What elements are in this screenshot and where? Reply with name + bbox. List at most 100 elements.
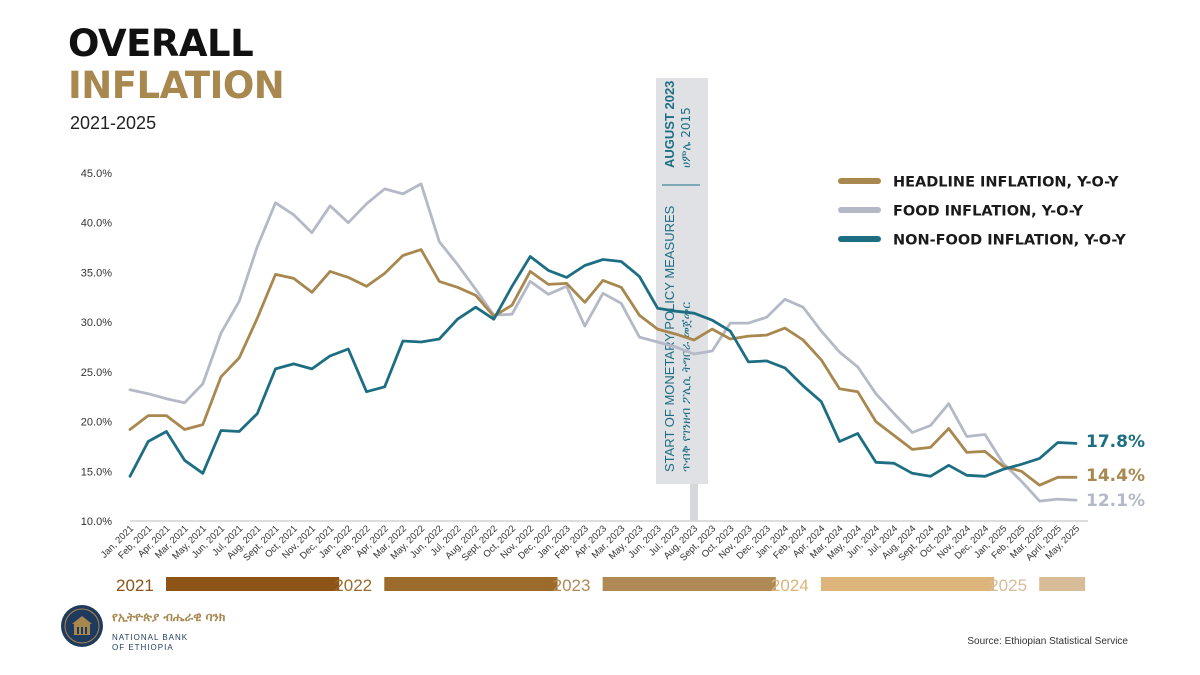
data-point-headline	[656, 328, 659, 330]
data-point-food	[1002, 462, 1004, 465]
data-point-food	[474, 288, 477, 291]
data-point-food	[402, 193, 404, 195]
data-point-nonfood	[602, 258, 604, 261]
data-point-food	[875, 392, 877, 395]
data-point-food	[547, 293, 550, 296]
data-point-nonfood	[620, 260, 622, 263]
data-point-nonfood	[347, 348, 350, 350]
y-tick-label: 15.0%	[81, 466, 112, 478]
year-band-bar	[166, 577, 340, 591]
data-point-headline	[129, 428, 131, 431]
data-point-headline	[620, 286, 622, 289]
data-point-nonfood	[838, 440, 841, 443]
y-tick-label: 20.0%	[81, 417, 112, 429]
data-point-food	[838, 351, 841, 353]
data-point-headline	[966, 451, 968, 454]
series-line-headline	[128, 248, 1078, 487]
data-point-food	[565, 285, 568, 288]
national-bank-seal-icon	[61, 605, 103, 647]
data-point-food	[911, 431, 914, 434]
data-point-food	[365, 203, 368, 205]
end-label-food: 12.1%	[1086, 491, 1145, 511]
data-point-food	[456, 263, 459, 266]
data-point-nonfood	[893, 462, 895, 465]
data-point-headline	[1057, 476, 1059, 479]
subtitle: 2021-2025	[70, 113, 157, 133]
logo	[60, 604, 104, 652]
data-point-headline	[565, 282, 568, 285]
data-point-nonfood	[565, 276, 568, 279]
data-point-headline	[347, 276, 350, 279]
data-point-food	[947, 402, 950, 405]
data-point-nonfood	[693, 312, 695, 315]
legend-label-food: FOOD INFLATION, Y-O-Y	[893, 204, 1084, 220]
data-point-nonfood	[856, 432, 859, 435]
data-point-food	[820, 330, 823, 332]
data-point-headline	[547, 283, 550, 286]
data-point-headline	[729, 338, 732, 340]
data-point-headline	[820, 359, 823, 361]
year-band-label: 2023	[553, 576, 591, 595]
data-point-nonfood	[820, 400, 823, 403]
data-point-headline	[238, 357, 240, 359]
year-band-label: 2022	[334, 576, 372, 595]
data-point-headline	[420, 248, 422, 251]
data-point-nonfood	[256, 412, 259, 415]
series-line-food	[128, 182, 1078, 503]
data-point-food	[656, 341, 659, 343]
data-point-headline	[365, 285, 368, 288]
data-point-headline	[765, 334, 768, 336]
data-point-nonfood	[638, 275, 641, 278]
y-tick-label: 25.0%	[81, 367, 112, 379]
source-note: Source: Ethiopian Statistical Service	[967, 636, 1128, 647]
data-point-headline	[165, 414, 168, 417]
data-point-nonfood	[383, 386, 386, 388]
data-point-headline	[984, 450, 986, 453]
data-point-nonfood	[729, 330, 732, 332]
data-point-headline	[929, 446, 932, 449]
data-point-nonfood	[875, 461, 877, 464]
year-band-label: 2024	[771, 576, 809, 595]
data-point-food	[747, 322, 750, 324]
data-point-headline	[947, 427, 950, 430]
data-point-food	[438, 240, 441, 243]
data-point-nonfood	[129, 475, 131, 478]
data-point-food	[1020, 480, 1023, 483]
data-point-nonfood	[493, 318, 495, 321]
data-point-headline	[438, 280, 441, 283]
data-point-food	[765, 316, 768, 319]
data-point-headline	[529, 270, 531, 273]
data-point-headline	[274, 273, 277, 276]
data-point-headline	[784, 327, 786, 329]
year-band-label: 2025	[989, 576, 1027, 595]
data-point-food	[929, 424, 932, 427]
data-point-headline	[747, 335, 750, 337]
year-band-bar	[602, 577, 776, 591]
data-point-nonfood	[1002, 468, 1004, 471]
data-point-headline	[802, 339, 804, 341]
data-point-headline	[638, 314, 641, 317]
data-point-headline	[1020, 470, 1023, 473]
data-point-food	[238, 300, 240, 303]
data-point-nonfood	[238, 430, 240, 433]
data-point-headline	[693, 339, 695, 341]
data-point-headline	[402, 254, 404, 257]
data-point-nonfood	[365, 390, 368, 393]
data-point-nonfood	[911, 472, 914, 475]
year-band-bar	[1039, 577, 1086, 591]
data-point-food	[292, 214, 295, 216]
title-line-2: INFLATION	[68, 64, 285, 107]
data-point-headline	[383, 272, 386, 275]
data-point-food	[311, 231, 313, 234]
data-point-food	[183, 401, 186, 404]
data-point-food	[165, 397, 168, 400]
data-point-nonfood	[584, 264, 586, 267]
data-point-headline	[256, 317, 259, 320]
data-point-headline	[675, 333, 677, 335]
data-point-headline	[838, 388, 841, 390]
annotation-date-english: AUGUST 2023	[662, 81, 677, 168]
data-point-food	[729, 322, 732, 324]
data-point-nonfood	[656, 307, 659, 310]
legend-label-nonfood: NON-FOOD INFLATION, Y-O-Y	[893, 233, 1126, 249]
data-point-nonfood	[220, 429, 222, 432]
